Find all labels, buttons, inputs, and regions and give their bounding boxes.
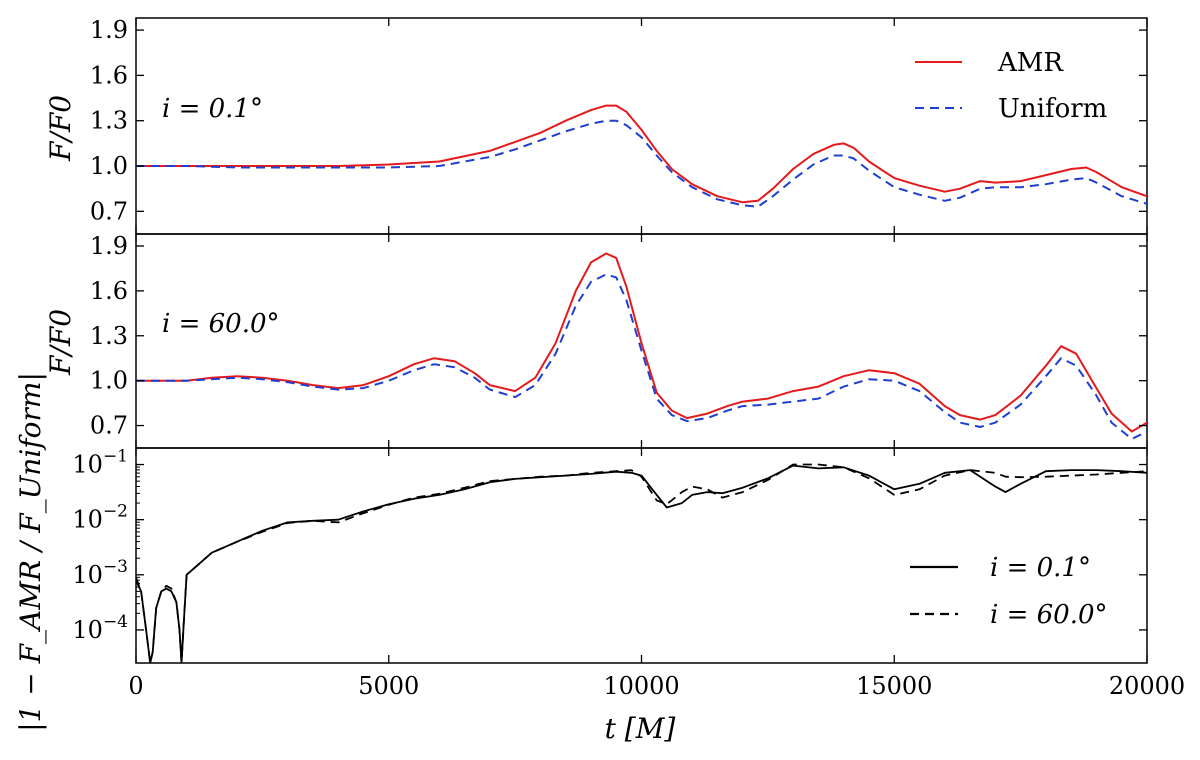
xtick-label: 20000	[1109, 672, 1185, 700]
top-ytick-label: 1.6	[90, 61, 128, 89]
top-ytick-label: 1.9	[90, 16, 128, 44]
middle-ytick-label: 1.3	[90, 322, 128, 350]
xtick-label: 5000	[358, 672, 419, 700]
axis-ticks: 0.7 1.0 1.3 1.6 1.9 0.7 1.0 1.3 1.6 1.9 10−4 10−3 10…	[72, 16, 1185, 700]
bottom-ytick-label: 10−1	[72, 447, 128, 479]
middle-ytick-label: 1.6	[90, 277, 128, 305]
legend-i60-label: i = 60.0°	[990, 600, 1108, 630]
legend-amr-label: AMR	[997, 48, 1064, 78]
xtick-label: 10000	[603, 672, 679, 700]
middle-ytick-label: 1.9	[90, 232, 128, 260]
x-axis-label: t [M]	[605, 712, 676, 745]
top-panel-series	[136, 104, 1147, 208]
top-legend: AMR Uniform	[915, 48, 1107, 124]
middle-panel-annotation: i = 60.0°	[162, 309, 280, 339]
bottom-legend: i = 0.1° i = 60.0°	[910, 553, 1108, 630]
bottom-panel-ylabel: |1 − F_AMR / F_Uniform|	[14, 372, 47, 732]
middle-series-amr	[136, 252, 1147, 433]
top-panel-ylabel: F/F0	[44, 95, 77, 162]
bottom-ytick-label: 10−2	[72, 502, 128, 534]
top-ytick-label: 1.0	[90, 152, 128, 180]
top-panel-frame	[135, 17, 1148, 235]
top-series-uniform	[136, 119, 1147, 208]
legend-i01-label: i = 0.1°	[990, 553, 1091, 583]
top-series-amr	[136, 104, 1147, 204]
middle-ytick-label: 1.0	[90, 367, 128, 395]
bottom-ytick-label: 10−4	[72, 612, 128, 644]
middle-series-uniform	[136, 273, 1147, 440]
middle-panel-series	[136, 252, 1147, 440]
middle-panel-ylabel: F/F0	[44, 309, 77, 376]
middle-ytick-label: 0.7	[90, 412, 128, 440]
legend-uniform-label: Uniform	[998, 94, 1107, 124]
top-ytick-label: 1.3	[90, 107, 128, 135]
bottom-series-i-60-0-	[136, 463, 1147, 663]
xtick-label: 15000	[856, 672, 932, 700]
top-panel-annotation: i = 0.1°	[162, 94, 263, 124]
xtick-label: 0	[128, 672, 143, 700]
top-ytick-label: 0.7	[90, 197, 128, 225]
bottom-panel-series	[136, 463, 1147, 663]
bottom-ytick-label: 10−3	[72, 557, 128, 589]
